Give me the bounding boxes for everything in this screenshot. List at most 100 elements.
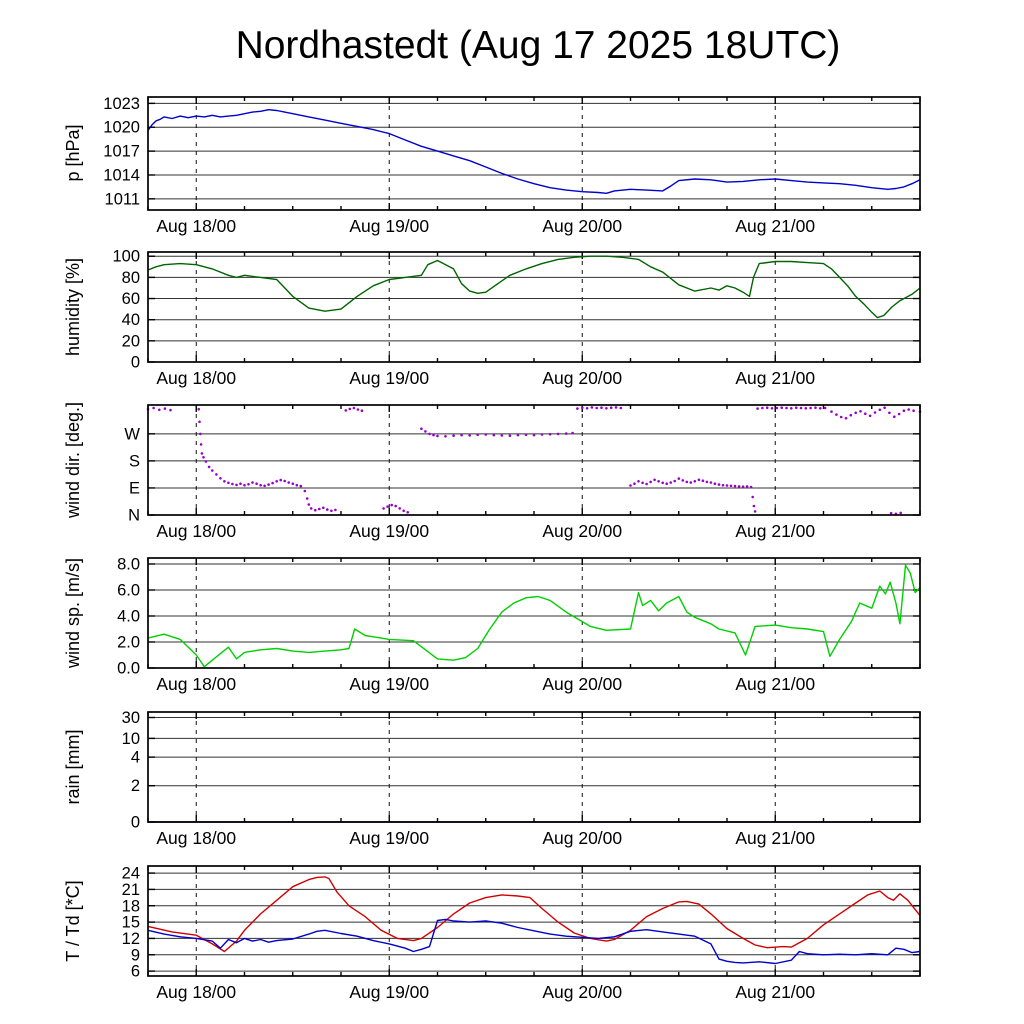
svg-text:1017: 1017 [103,143,140,161]
y-axis-label-wind-speed: wind sp. [m/s] [63,558,83,669]
svg-text:Aug 21/00: Aug 21/00 [735,521,815,541]
svg-text:Aug 21/00: Aug 21/00 [735,674,815,694]
svg-text:4.0: 4.0 [117,607,140,625]
pressure-plot-area: 1011 1014 1017 1020 1023 Aug 18/00 Aug 19/00 Au… [103,95,921,236]
axis-ticks [147,252,921,363]
svg-text:2.0: 2.0 [117,633,140,651]
panel-rain: rain [mm] 0 2 410 30 Aug 18/00 Aug 19/00 Aug 2… [63,709,921,848]
svg-text:80: 80 [122,269,140,287]
series-humidity [147,255,921,319]
svg-text:Aug 18/00: Aug 18/00 [156,521,236,541]
rain-plot-area: 0 2 410 30 Aug 18/00 Aug 19/00 Aug 20/00 Aug 21… [122,709,921,848]
series-temperature [147,876,921,953]
humidity-plot-area: 0 20 40 60 80 100 Aug 18/00 Aug 19/00 Aug 20/00 A… [112,248,921,388]
series-wind-speed [147,564,921,668]
svg-text:Aug 21/00: Aug 21/00 [735,982,815,1002]
svg-text:6.0: 6.0 [117,581,140,599]
svg-text:Aug 18/00: Aug 18/00 [156,982,236,1002]
axis-tick-labels: 1011 1014 1017 1020 1023 Aug 18/00 Aug 19/00 Au… [103,95,815,236]
svg-text:60: 60 [122,290,140,308]
svg-text:1014: 1014 [103,166,140,184]
gridlines [148,558,920,668]
gridlines [148,405,920,515]
svg-text:0.0: 0.0 [117,660,140,678]
svg-text:12: 12 [122,930,140,948]
svg-text:Aug 21/00: Aug 21/00 [735,368,815,388]
gridlines [148,97,920,210]
y-axis-label-humidity: humidity [%] [63,258,83,356]
svg-text:1020: 1020 [103,119,140,137]
svg-text:1023: 1023 [103,95,140,113]
axis-ticks [147,866,921,976]
svg-text:Aug 18/00: Aug 18/00 [156,368,236,388]
svg-text:6: 6 [131,963,140,981]
svg-text:Aug 19/00: Aug 19/00 [349,982,429,1002]
svg-text:E: E [129,479,140,497]
svg-text:40: 40 [122,311,140,329]
svg-text:Aug 18/00: Aug 18/00 [156,828,236,848]
svg-text:Aug 20/00: Aug 20/00 [542,521,622,541]
plot-border [147,404,921,516]
y-axis-label-pressure: p [hPa] [63,124,83,181]
svg-text:18: 18 [122,897,140,915]
svg-text:Aug 20/00: Aug 20/00 [542,828,622,848]
gridlines [148,866,920,976]
svg-text:15: 15 [122,914,140,932]
y-axis-label-wind-direction: wind dir. [deg.] [63,402,83,519]
svg-text:0: 0 [131,354,140,372]
wind-speed-plot-area: 0.0 2.0 4.0 6.0 8.0 Aug 18/00 Aug 19/00 Aug 20/… [117,555,921,694]
plot-border [147,96,921,211]
series-pressure [147,108,921,195]
svg-text:9: 9 [131,946,140,964]
svg-text:Aug 19/00: Aug 19/00 [349,674,429,694]
axis-ticks [147,558,921,669]
panel-humidity: humidity [%] 0 20 40 60 80 100 Aug 18/00 Aug 19… [63,248,921,388]
svg-text:Aug 20/00: Aug 20/00 [542,216,622,236]
plot-border [147,557,921,669]
panel-pressure: p [hPa] 1011 1014 1017 1020 1023 Aug 18/00 Aug… [63,95,921,236]
svg-text:1011: 1011 [105,190,140,208]
y-axis-label-rain: rain [mm] [63,729,83,804]
svg-text:W: W [124,425,140,443]
svg-text:0: 0 [131,814,140,832]
gridlines [148,252,920,362]
series-dewpoint [147,918,921,965]
plot-border [147,865,921,977]
svg-text:4: 4 [131,749,140,767]
svg-text:Aug 20/00: Aug 20/00 [542,368,622,388]
chart-title: Nordhastedt (Aug 17 2025 18UTC) [236,24,841,67]
svg-text:20: 20 [122,332,140,350]
svg-text:Aug 18/00: Aug 18/00 [156,216,236,236]
axis-tick-labels: 0 20 40 60 80 100 Aug 18/00 Aug 19/00 Aug 20/00 A… [112,248,815,388]
svg-text:Aug 19/00: Aug 19/00 [349,828,429,848]
svg-text:N: N [128,507,140,525]
svg-text:2: 2 [131,777,140,795]
axis-ticks [147,712,921,823]
svg-text:Aug 18/00: Aug 18/00 [156,674,236,694]
axis-ticks [147,405,921,516]
svg-text:Aug 19/00: Aug 19/00 [349,521,429,541]
svg-text:21: 21 [122,881,140,899]
svg-text:Aug 20/00: Aug 20/00 [542,982,622,1002]
svg-text:10: 10 [122,730,140,748]
svg-text:Aug 19/00: Aug 19/00 [349,368,429,388]
axis-ticks [147,97,921,210]
svg-text:Aug 19/00: Aug 19/00 [349,216,429,236]
axis-tick-labels: 0 2 410 30 Aug 18/00 Aug 19/00 Aug 20/00 Aug 21… [122,709,816,848]
plot-border [147,711,921,823]
svg-text:S: S [129,452,140,470]
gridlines [148,712,920,822]
svg-text:Aug 20/00: Aug 20/00 [542,674,622,694]
svg-text:8.0: 8.0 [117,555,140,573]
y-axis-label-temperature: T / Td [*C] [63,880,83,961]
svg-text:Aug 21/00: Aug 21/00 [735,828,815,848]
svg-text:Aug 21/00: Aug 21/00 [735,216,815,236]
plot-border [147,251,921,363]
